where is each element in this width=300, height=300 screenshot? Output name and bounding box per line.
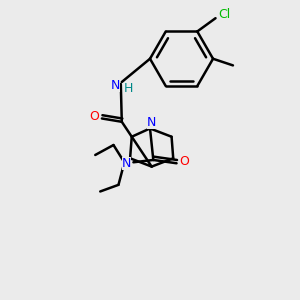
Text: O: O bbox=[90, 110, 100, 123]
Text: N: N bbox=[147, 116, 156, 129]
Text: N: N bbox=[110, 79, 120, 92]
Text: O: O bbox=[179, 155, 189, 168]
Text: N: N bbox=[122, 157, 131, 170]
Text: Cl: Cl bbox=[219, 8, 231, 21]
Text: H: H bbox=[124, 82, 133, 95]
